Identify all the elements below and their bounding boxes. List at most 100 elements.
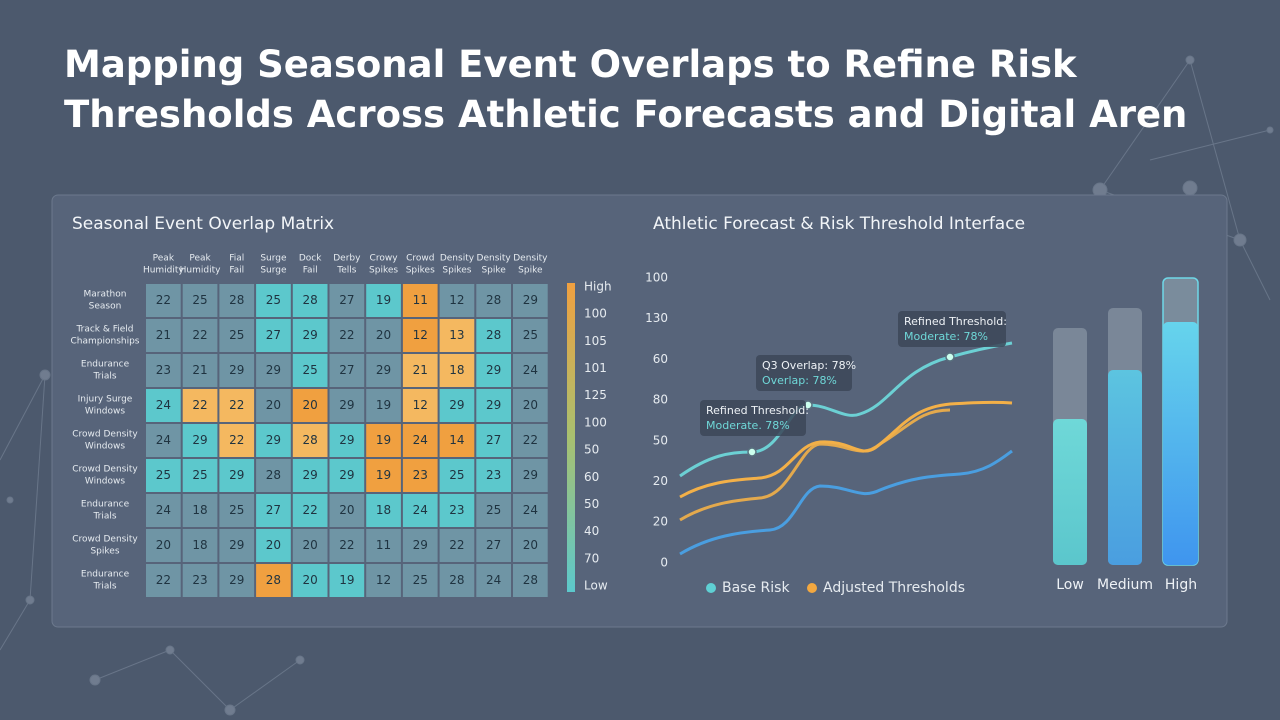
annotation-box: [756, 355, 852, 391]
column-header: Spikes: [442, 266, 471, 276]
cell-value: 25: [192, 468, 207, 482]
annotation-box: [898, 311, 1006, 347]
row-label: Trials: [92, 582, 116, 592]
matrix-cell: [476, 284, 511, 317]
matrix-cell: [182, 494, 218, 527]
cell-value: 24: [413, 433, 428, 447]
cell-value: 22: [192, 398, 207, 412]
matrix-cell: [402, 529, 438, 562]
row-label: Windows: [85, 442, 125, 452]
matrix-cell: [402, 459, 438, 492]
cell-value: 23: [449, 503, 464, 517]
matrix-cell: [256, 319, 291, 352]
matrix-cell: [402, 354, 438, 387]
legend-swatch: [807, 583, 817, 593]
row-label: Crowd Density: [72, 430, 138, 440]
matrix-cell: [146, 284, 181, 317]
cell-value: 20: [303, 398, 318, 412]
scale-label: 70: [584, 551, 599, 565]
cell-value: 12: [413, 328, 428, 342]
column-header: Density: [513, 254, 548, 264]
annotation-box: [700, 400, 806, 436]
cell-value: 28: [303, 433, 318, 447]
gauge-label: High: [1165, 577, 1197, 593]
matrix-cell: [329, 389, 365, 422]
cell-value: 18: [449, 363, 464, 377]
annotation: Moderate: 78%: [904, 330, 988, 343]
matrix-title: Seasonal Event Overlap Matrix: [72, 214, 334, 234]
cell-value: 18: [192, 503, 207, 517]
matrix-cell: [439, 494, 475, 527]
matrix-cell: [146, 564, 181, 597]
cell-value: 29: [486, 398, 501, 412]
cell-value: 27: [266, 328, 281, 342]
cell-value: 29: [376, 363, 391, 377]
matrix-cell: [256, 564, 291, 597]
column-header: Fial: [229, 254, 244, 264]
matrix-cell: [476, 529, 511, 562]
scale-label: 125: [584, 388, 607, 402]
page-title: Mapping Seasonal Event Overlaps to Refin…: [64, 43, 1187, 136]
y-label: 20: [653, 515, 668, 529]
matrix-cell: [439, 354, 475, 387]
scale-label: 60: [584, 470, 599, 484]
matrix-cell: [366, 494, 401, 527]
matrix-cell: [182, 564, 218, 597]
cell-value: 28: [486, 328, 501, 342]
y-label: 0: [660, 555, 668, 569]
column-header: Spikes: [369, 266, 398, 276]
matrix-cell: [182, 354, 218, 387]
cell-value: 21: [192, 363, 207, 377]
annotation: Refined Threshold:: [706, 404, 809, 417]
matrix-cell: [476, 564, 511, 597]
cell-value: 22: [303, 503, 318, 517]
matrix-cell: [256, 494, 291, 527]
cell-value: 19: [376, 398, 391, 412]
cell-value: 21: [413, 363, 428, 377]
matrix-cell: [256, 389, 291, 422]
cell-value: 29: [266, 433, 281, 447]
column-header: Surge: [260, 254, 287, 264]
cell-value: 24: [156, 433, 171, 447]
cell-value: 25: [266, 293, 281, 307]
matrix-cell: [366, 284, 401, 317]
matrix-cell: [292, 424, 328, 457]
y-label: 130: [645, 311, 668, 325]
matrix-cell: [513, 284, 548, 317]
matrix-cell: [182, 319, 218, 352]
cell-value: 20: [523, 538, 538, 552]
scale-label: 50: [584, 497, 599, 511]
cell-value: 25: [156, 468, 171, 482]
cell-value: 25: [229, 503, 244, 517]
legend-label: Base Risk: [722, 580, 790, 596]
cell-value: 22: [156, 573, 171, 587]
y-label: 100: [645, 271, 668, 285]
row-label: Windows: [85, 407, 125, 417]
matrix-cell: [366, 564, 401, 597]
matrix-cell: [256, 529, 291, 562]
matrix-cell: [476, 494, 511, 527]
matrix-cell: [476, 389, 511, 422]
cell-value: 24: [413, 503, 428, 517]
cell-value: 28: [266, 468, 281, 482]
row-label: Season: [89, 302, 122, 312]
matrix-cell: [329, 354, 365, 387]
column-header: Crowy: [370, 254, 399, 264]
cell-value: 19: [376, 468, 391, 482]
cell-value: 20: [303, 538, 318, 552]
cell-value: 11: [413, 293, 428, 307]
scale-label: 50: [584, 443, 599, 457]
cell-value: 22: [449, 538, 464, 552]
cell-value: 20: [156, 538, 171, 552]
cell-value: 23: [486, 468, 501, 482]
cell-value: 29: [229, 573, 244, 587]
row-label: Endurance: [81, 360, 130, 370]
row-label: Track & Field: [75, 325, 133, 335]
row-label: Championships: [71, 337, 140, 347]
row-label: Crowd Density: [72, 535, 138, 545]
matrix-cell: [329, 424, 365, 457]
matrix-cell: [146, 529, 181, 562]
matrix-cell: [292, 459, 328, 492]
y-label: 60: [653, 352, 668, 366]
cell-value: 23: [192, 573, 207, 587]
